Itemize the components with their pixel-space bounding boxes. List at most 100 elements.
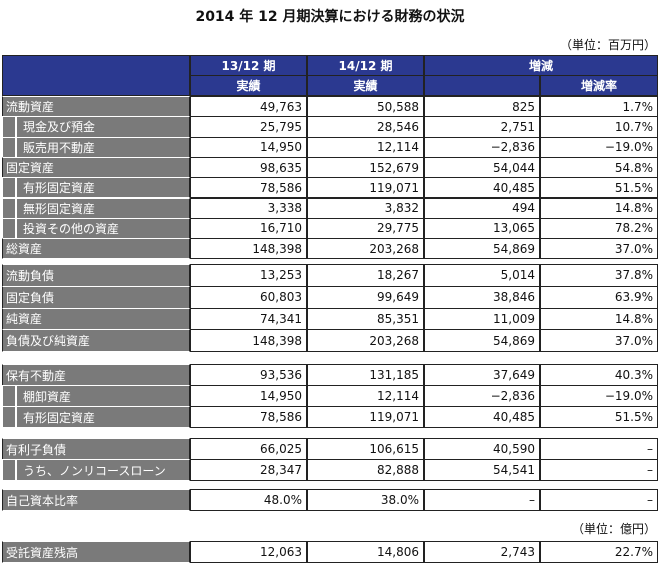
row-label: 受託資産残高 bbox=[2, 541, 190, 563]
value-cell: 14,950 bbox=[190, 385, 307, 407]
row-label: 棚卸資産 bbox=[16, 385, 190, 407]
row-label: 純資産 bbox=[2, 307, 190, 331]
indent-cell bbox=[2, 177, 16, 199]
row-label: 流動資産 bbox=[2, 96, 190, 118]
row-label: 自己資本比率 bbox=[2, 489, 190, 511]
value-cell: 14.8% bbox=[540, 307, 658, 331]
value-cell: 78.2% bbox=[540, 217, 658, 240]
value-cell: −19.0% bbox=[540, 136, 658, 158]
value-cell: 66,025 bbox=[190, 438, 307, 460]
row-label: 有形固定資産 bbox=[16, 406, 190, 428]
row-label: 流動負債 bbox=[2, 264, 190, 287]
value-cell: 29,775 bbox=[307, 217, 424, 240]
value-cell: 54,541 bbox=[424, 459, 540, 481]
row-label: 現金及び預金 bbox=[16, 116, 190, 138]
value-cell: 10.7% bbox=[540, 116, 658, 138]
value-cell: 28,347 bbox=[190, 459, 307, 481]
value-cell: 40,485 bbox=[424, 406, 540, 428]
value-cell: 82,888 bbox=[307, 459, 424, 481]
value-cell: 14,950 bbox=[190, 136, 307, 158]
value-cell: 14,806 bbox=[307, 541, 424, 563]
value-cell: 494 bbox=[424, 197, 540, 219]
unit-label: （単位：億円） bbox=[571, 522, 656, 536]
header-change: 増減 bbox=[424, 55, 658, 76]
row-label: 有形固定資産 bbox=[16, 177, 190, 199]
value-cell: 50,588 bbox=[307, 96, 424, 118]
value-cell: 78,586 bbox=[190, 177, 307, 199]
indent-cell bbox=[2, 136, 16, 158]
row-label: 負債及び純資産 bbox=[2, 329, 190, 353]
value-cell: 13,065 bbox=[424, 217, 540, 240]
unit-label: （単位：百万円） bbox=[559, 38, 656, 52]
value-cell: 12,114 bbox=[307, 136, 424, 158]
value-cell: 98,635 bbox=[190, 156, 307, 179]
value-cell: 131,185 bbox=[307, 364, 424, 386]
title: 2014 年 12 月期決算における財務の状況 bbox=[195, 9, 465, 25]
value-cell: 40,590 bbox=[424, 438, 540, 460]
value-cell: 203,268 bbox=[307, 329, 424, 353]
value-cell: 28,546 bbox=[307, 116, 424, 138]
value-cell: 13,253 bbox=[190, 264, 307, 287]
value-cell: 18,267 bbox=[307, 264, 424, 287]
value-cell: 825 bbox=[424, 96, 540, 118]
row-label: 販売用不動産 bbox=[16, 136, 190, 158]
value-cell: −2,836 bbox=[424, 136, 540, 158]
value-cell: 37.8% bbox=[540, 264, 658, 287]
value-cell: 54,869 bbox=[424, 238, 540, 260]
value-cell: 48.0% bbox=[190, 489, 307, 511]
row-label: 保有不動産 bbox=[2, 364, 190, 386]
value-cell: 1.7% bbox=[540, 96, 658, 118]
value-cell: 51.5% bbox=[540, 177, 658, 199]
value-cell: 11,009 bbox=[424, 307, 540, 331]
value-cell: – bbox=[540, 438, 658, 460]
indent-cell bbox=[2, 459, 16, 481]
value-cell: 40,485 bbox=[424, 177, 540, 199]
value-cell: 51.5% bbox=[540, 406, 658, 428]
indent-cell bbox=[2, 217, 16, 240]
value-cell: 37.0% bbox=[540, 329, 658, 353]
value-cell: 203,268 bbox=[307, 238, 424, 260]
value-cell: 37.0% bbox=[540, 238, 658, 260]
value-cell: 49,763 bbox=[190, 96, 307, 118]
value-cell: −2,836 bbox=[424, 385, 540, 407]
row-label: 投資その他の資産 bbox=[16, 217, 190, 240]
value-cell: 12,063 bbox=[190, 541, 307, 563]
value-cell: 119,071 bbox=[307, 177, 424, 199]
header-actual: 実績 bbox=[307, 75, 424, 96]
value-cell: 3,338 bbox=[190, 197, 307, 219]
value-cell: 40.3% bbox=[540, 364, 658, 386]
value-cell: 25,795 bbox=[190, 116, 307, 138]
value-cell: 14.8% bbox=[540, 197, 658, 219]
indent-cell bbox=[2, 385, 16, 407]
value-cell: 2,751 bbox=[424, 116, 540, 138]
value-cell: 54,044 bbox=[424, 156, 540, 179]
value-cell: 93,536 bbox=[190, 364, 307, 386]
row-label: うち、ノンリコースローン bbox=[16, 459, 190, 481]
value-cell: 63.9% bbox=[540, 285, 658, 309]
value-cell: 38.0% bbox=[307, 489, 424, 511]
value-cell: 54.8% bbox=[540, 156, 658, 179]
value-cell: 74,341 bbox=[190, 307, 307, 331]
header-actual: 実績 bbox=[190, 75, 307, 96]
value-cell: 119,071 bbox=[307, 406, 424, 428]
value-cell: 85,351 bbox=[307, 307, 424, 331]
value-cell: – bbox=[540, 459, 658, 481]
value-cell: 3,832 bbox=[307, 197, 424, 219]
value-cell: – bbox=[424, 489, 540, 511]
row-label: 有利子負債 bbox=[2, 438, 190, 460]
value-cell: 12,114 bbox=[307, 385, 424, 407]
value-cell: 16,710 bbox=[190, 217, 307, 240]
value-cell: 37,649 bbox=[424, 364, 540, 386]
value-cell: 22.7% bbox=[540, 541, 658, 563]
value-cell: 148,398 bbox=[190, 329, 307, 353]
header-period: 14/12 期 bbox=[307, 55, 424, 76]
header-rate: 増減率 bbox=[540, 75, 658, 96]
value-cell: 60,803 bbox=[190, 285, 307, 309]
value-cell: 54,869 bbox=[424, 329, 540, 353]
value-cell: 38,846 bbox=[424, 285, 540, 309]
row-label: 総資産 bbox=[2, 238, 190, 260]
header-period: 13/12 期 bbox=[190, 55, 307, 76]
value-cell: −19.0% bbox=[540, 385, 658, 407]
value-cell: 152,679 bbox=[307, 156, 424, 179]
value-cell: 99,649 bbox=[307, 285, 424, 309]
